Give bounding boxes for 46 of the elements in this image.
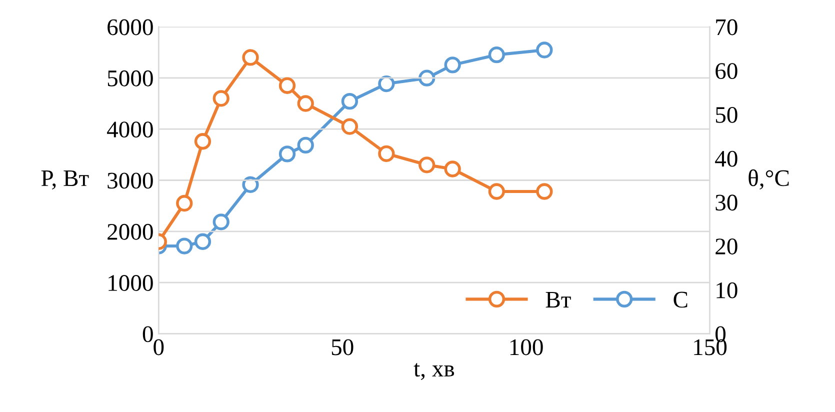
- y2-tick-label: 70: [716, 19, 738, 36]
- y-tick-label: 3000: [108, 172, 153, 189]
- point: [341, 92, 358, 110]
- point: [378, 75, 395, 92]
- point: [418, 70, 436, 86]
- y2-tick-label: 20: [716, 238, 738, 254]
- y-tick-label: 2000: [108, 224, 153, 240]
- point: [176, 194, 193, 212]
- point: [242, 176, 259, 193]
- y-tick-label: 6000: [108, 19, 153, 36]
- point: [212, 90, 230, 107]
- point: [488, 183, 505, 200]
- legend-label: С: [674, 292, 688, 308]
- point: [444, 160, 461, 178]
- point: [297, 136, 314, 154]
- point: [242, 49, 259, 66]
- y2-tick-label: 30: [716, 194, 738, 211]
- point: [536, 42, 553, 58]
- y2-axis-title: θ,°C: [748, 169, 789, 190]
- point: [341, 118, 358, 135]
- y-tick-label: 1000: [108, 275, 153, 291]
- x-tick-label: 50: [332, 339, 354, 356]
- x-axis-title: t, хв: [414, 363, 454, 380]
- point: [194, 133, 212, 150]
- y2-tick-label: 50: [716, 106, 738, 123]
- x-tick-label: 100: [510, 339, 543, 356]
- point: [176, 238, 193, 254]
- point: [536, 183, 553, 200]
- point: [444, 56, 461, 74]
- y-tick-label: 0: [142, 326, 153, 342]
- y2-tick-label: 40: [715, 150, 738, 167]
- y-tick-label: 5000: [108, 70, 153, 86]
- point: [278, 77, 296, 94]
- point: [488, 46, 505, 64]
- point: [212, 214, 230, 230]
- y2-tick-label: 60: [716, 63, 738, 80]
- point: [278, 146, 296, 162]
- legend-label: Вт: [546, 292, 571, 308]
- y-tick-label: 4000: [107, 122, 153, 138]
- point: [297, 95, 314, 112]
- y-axis-title: P, Вт: [41, 170, 89, 190]
- point: [418, 156, 436, 174]
- point: [378, 145, 395, 162]
- y2-tick-label: 10: [716, 282, 738, 298]
- point: [194, 233, 212, 250]
- x-tick-label: 0: [154, 339, 164, 356]
